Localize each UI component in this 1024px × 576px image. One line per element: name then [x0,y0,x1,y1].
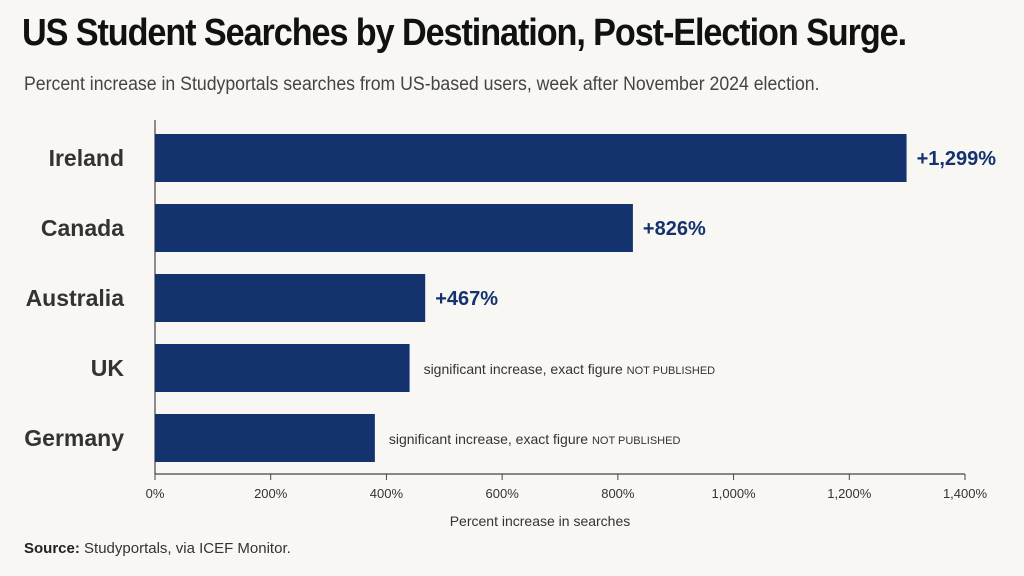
category-label: Ireland [49,145,124,171]
category-label: Canada [41,215,124,241]
chart-subtitle: Percent increase in Studyportals searche… [24,74,820,95]
bar-australia [155,274,426,322]
x-tick-label: 800% [601,486,635,501]
bar-canada [155,204,633,252]
x-tick-label: 1,200% [827,486,872,501]
chart-title: US Student Searches by Destination, Post… [22,12,907,54]
source-text: Studyportals, via ICEF Monitor. [79,540,291,557]
bar-note: significant increase, exact figure NOT P… [389,431,681,447]
x-tick-label: 0% [146,486,165,501]
value-label: +826% [643,218,706,240]
bar-note-caps: NOT PUBLISHED [592,435,680,447]
bar-note: significant increase, exact figure NOT P… [424,361,716,377]
bar-note-text: significant increase, exact figure [424,361,627,377]
x-tick-label: 1,400% [943,486,988,501]
category-label: UK [91,355,125,381]
bar-ireland [155,134,907,182]
category-label: Australia [26,285,125,311]
value-label: +467% [435,288,498,310]
category-label: Germany [24,425,124,451]
x-tick-label: 600% [486,486,520,501]
bar-uk [155,344,410,392]
bar-note-caps: NOT PUBLISHED [627,365,715,377]
bar-note-text: significant increase, exact figure [389,431,592,447]
x-axis-title: Percent increase in searches [450,513,631,529]
value-label: +1,299% [917,148,997,170]
bar-germany [155,414,375,462]
x-tick-label: 1,000% [712,486,757,501]
source-note: Source: Studyportals, via ICEF Monitor. [24,540,291,557]
x-tick-label: 200% [254,486,288,501]
source-label: Source: [24,540,80,557]
x-tick-label: 400% [370,486,404,501]
